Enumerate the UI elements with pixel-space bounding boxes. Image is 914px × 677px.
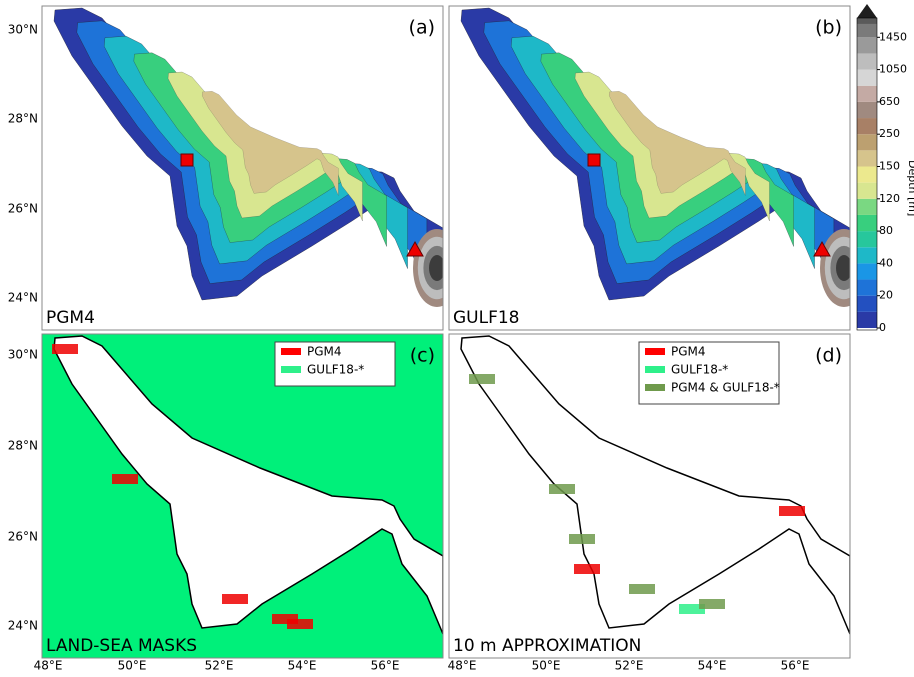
lat-label: 30°N [8,23,38,37]
panel-name: 10 m APPROXIMATION [453,636,641,656]
colorbar-band [857,86,877,102]
colorbar-tick-label: 40 [879,256,893,269]
colorbar-band [857,118,877,134]
colorbar-tick-label: 0 [879,321,886,334]
map-panel: (b) GULF18 [449,6,868,330]
colorbar-band [857,70,877,86]
colorbar-tick-label: 250 [879,127,900,140]
panel-name: GULF18 [453,308,520,328]
colorbar-band [857,247,877,263]
legend-label: GULF18-* [307,363,364,377]
colorbar-band [857,134,877,150]
colorbar-band [857,312,877,328]
colorbar-band [857,53,877,69]
mask-patch [52,344,78,354]
legend-swatch [281,366,301,373]
lat-label: 28°N [8,112,38,126]
colorbar-band [857,296,877,312]
lat-label: 26°N [8,202,38,216]
legend-swatch [281,348,301,355]
colorbar-tick-label: 1450 [879,30,907,43]
colorbar-band [857,167,877,183]
colorbar-band [857,215,877,231]
lon-label: 54°E [698,659,727,673]
lon-label: 50°E [118,659,147,673]
colorbar-band [857,231,877,247]
lon-label: 56°E [371,659,400,673]
colorbar-tick-label: 20 [879,289,893,302]
panel-name: PGM4 [46,308,95,328]
map-body [42,6,461,330]
colorbar-band [857,150,877,166]
lon-label: 52°E [615,659,644,673]
colorbar-tick-label: 120 [879,192,900,205]
station-square [181,154,193,166]
mask-patch [629,584,655,594]
colorbar-extend [857,4,877,18]
map-panel: (a) PGM4 30°N 28°N 26°N 24°N [8,6,461,330]
lat-label: 26°N [8,530,38,544]
colorbar-band [857,280,877,296]
lon-label: 48°E [448,659,477,673]
panel-name: LAND-SEA MASKS [46,636,197,656]
panel-tag: (a) [409,17,435,39]
mask-patch [469,374,495,384]
mask-patch [699,599,725,609]
colorbar-band [857,37,877,53]
legend-label: GULF18-* [671,363,728,377]
lon-label: 48°E [34,659,63,673]
colorbar-tick-label: 80 [879,224,893,237]
lat-label: 30°N [8,348,38,362]
mask-patch [779,506,805,516]
legend-label: PGM4 [671,345,706,359]
lat-label: 24°N [8,291,38,305]
mask-patch [569,534,595,544]
map-panel: PGM4 GULF18-* PGM4 & GULF18-* (d) 10 m APPRO… [448,334,850,673]
colorbar-band [857,199,877,215]
map-panel: PGM4 GULF18-* (c) LAND-SEA MASKS 30°N 28°N 26°… [8,334,443,673]
legend-swatch [645,384,665,391]
mask-patch [574,564,600,574]
mask-patch [549,484,575,494]
panel-tag: (d) [815,345,842,367]
colorbar-tick-label: 150 [879,160,900,173]
legend-swatch [645,366,665,373]
mask-patch [287,619,313,629]
panel-tag: (b) [815,17,842,39]
figure: (a) PGM4 30°N 28°N 26°N 24°N (b) GULF18 PGM4 GULF… [0,0,914,673]
legend-label: PGM4 [307,345,342,359]
mask-patch [222,594,248,604]
colorbar-title: Depth [m] [906,160,914,216]
lon-label: 50°E [532,659,561,673]
colorbar-tick-label: 1050 [879,63,907,76]
lon-label: 56°E [781,659,810,673]
legend-swatch [645,348,665,355]
colorbar-band [857,263,877,279]
colorbar-band [857,18,877,24]
lon-label: 52°E [205,659,234,673]
panel-tag: (c) [410,345,435,367]
lat-label: 28°N [8,439,38,453]
legend-label: PGM4 & GULF18-* [671,381,780,395]
colorbar-band [857,102,877,118]
lon-label: 54°E [288,659,317,673]
lat-label: 24°N [8,619,38,633]
colorbar-band [857,183,877,199]
colorbar-tick-label: 650 [879,95,900,108]
station-square [588,154,600,166]
map-body [449,6,868,330]
mask-patch [112,474,138,484]
